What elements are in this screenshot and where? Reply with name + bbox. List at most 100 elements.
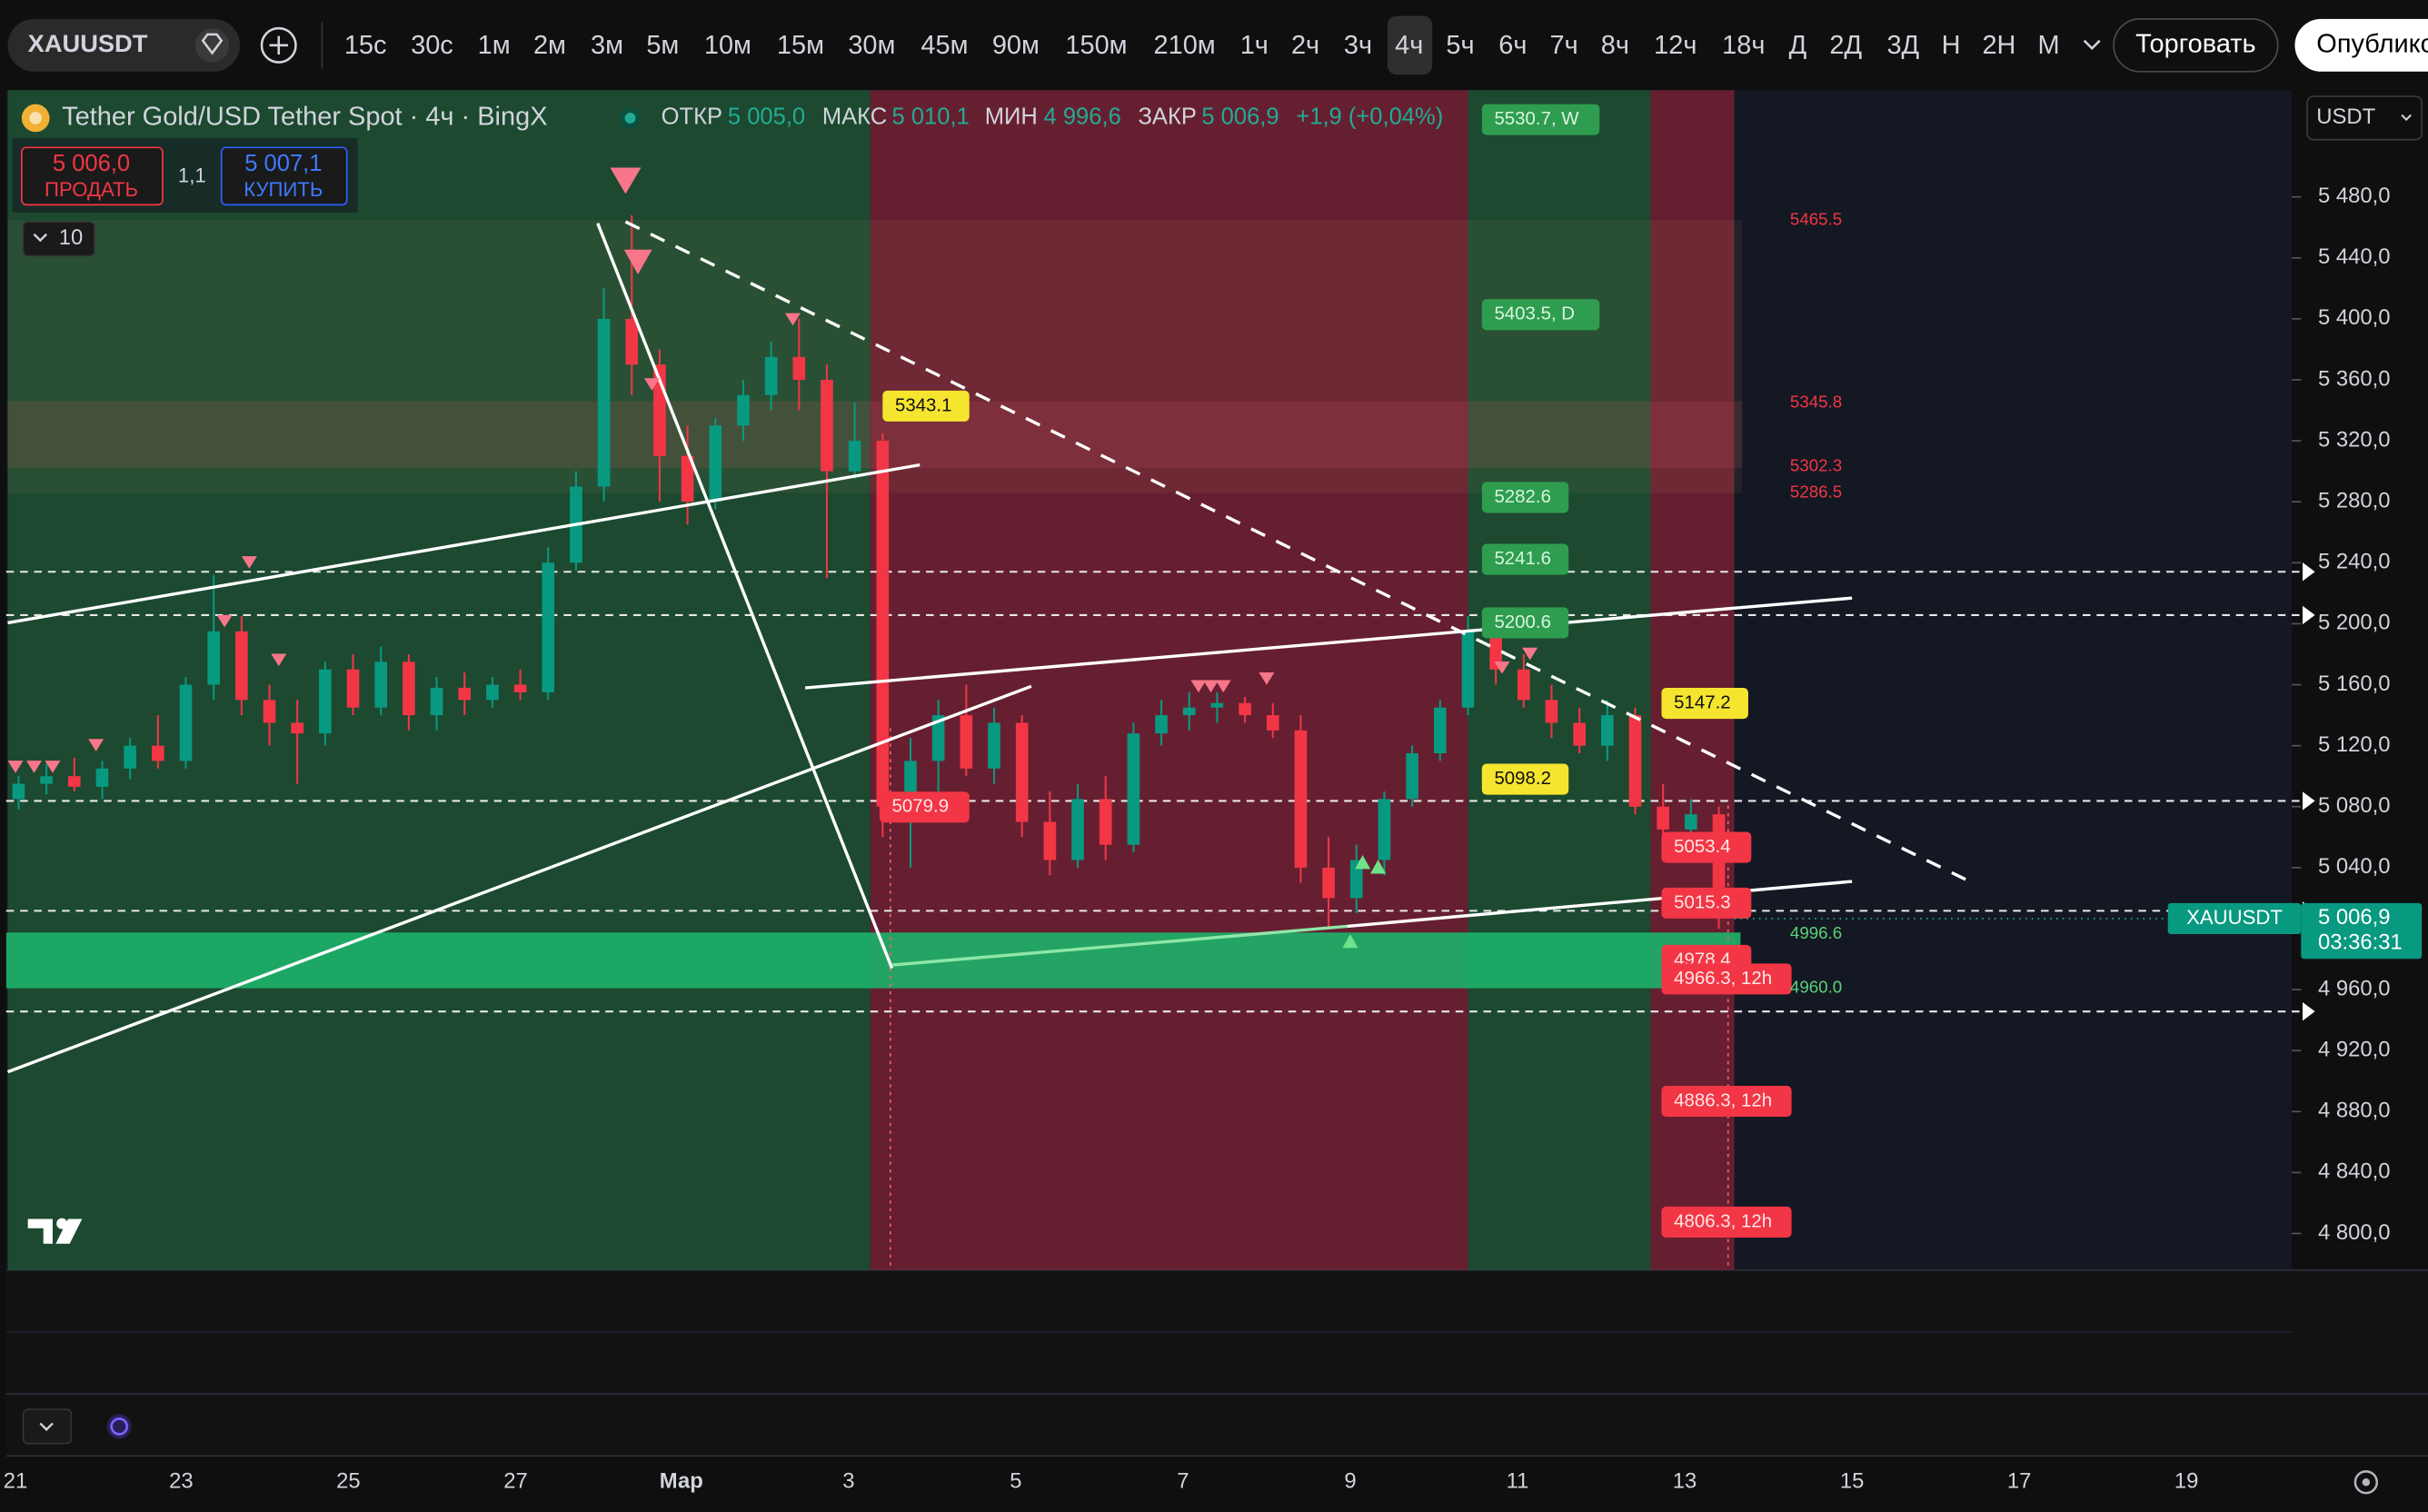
symbol[interactable]: XAUUSDT <box>28 29 148 57</box>
trade-button[interactable] <box>2113 18 2279 73</box>
trade-button-label[interactable]: Торговать <box>2135 29 2256 58</box>
sell-button[interactable] <box>21 146 164 206</box>
buy-price[interactable]: 5 007,1 <box>244 151 322 176</box>
candle-body <box>625 318 639 365</box>
sell-label[interactable]: ПРОДАТЬ <box>45 178 138 201</box>
trend-line <box>804 596 1853 690</box>
candle-body <box>1545 700 1558 723</box>
candle-body <box>960 715 973 769</box>
y-tick-label: 4 800,0 <box>2318 1220 2391 1245</box>
timeframe[interactable]: 2Н <box>1982 31 2015 60</box>
ohlc-value: 5 005,0 <box>728 104 805 130</box>
y-tick-label: 5 480,0 <box>2318 184 2391 208</box>
timeframe[interactable]: 18ч <box>1722 31 1765 60</box>
logo-dot <box>56 1218 68 1229</box>
candle-body <box>40 776 53 784</box>
currency[interactable]: USDT <box>2316 104 2375 129</box>
sell-signals <box>7 167 1538 773</box>
price-axis-pane <box>2292 90 2428 1270</box>
pane-toggle[interactable] <box>22 1408 73 1445</box>
timeframe[interactable]: 15с <box>344 31 387 60</box>
timeframe[interactable]: 30м <box>848 31 895 60</box>
lower-pane <box>5 1269 2428 1457</box>
timeframe[interactable]: М <box>2037 31 2059 60</box>
trend-line <box>596 223 894 970</box>
buy-label[interactable]: КУПИТЬ <box>244 178 323 201</box>
sell-signal <box>1203 680 1219 693</box>
timeframe[interactable]: 2Д <box>1829 31 1862 60</box>
candle-body <box>1573 722 1586 746</box>
candle-body <box>207 631 220 685</box>
timeframe[interactable]: 7ч <box>1550 31 1578 60</box>
sell-signal <box>1494 662 1510 674</box>
range-box <box>7 220 1743 493</box>
timeframe[interactable]: 15м <box>777 31 824 60</box>
timeframe[interactable]: 5ч <box>1446 31 1474 60</box>
yellow-tag-label: 5147.2 <box>1674 691 1731 712</box>
red-tag <box>1661 1206 1792 1238</box>
currency-select[interactable] <box>2306 95 2423 141</box>
timeframe[interactable]: 6ч <box>1498 31 1527 60</box>
level-label: 4960.0 <box>1790 978 1842 997</box>
timeframe[interactable]: Н <box>1942 31 1961 60</box>
timeframe[interactable]: 45м <box>920 31 968 60</box>
sell-signal <box>7 761 24 773</box>
buy-signal <box>1342 933 1358 949</box>
timeframe[interactable]: 1м <box>478 31 511 60</box>
x-tick-label: Мар <box>660 1469 703 1494</box>
timeframe-more[interactable] <box>2083 39 2101 51</box>
sell-signal <box>216 614 233 628</box>
symbol-search[interactable] <box>7 18 241 72</box>
timeframe[interactable]: 5м <box>646 31 679 60</box>
buy-signal <box>1355 855 1371 870</box>
timeframe[interactable]: 10м <box>704 31 751 60</box>
candle-body <box>486 684 499 701</box>
buy-button[interactable] <box>220 146 348 206</box>
candle-body <box>1628 715 1642 807</box>
timeframe[interactable]: 210м <box>1154 31 1216 60</box>
timeframe[interactable]: 12ч <box>1654 31 1697 60</box>
symbol-icon[interactable] <box>194 28 230 63</box>
candle-body <box>1155 715 1168 734</box>
y-tick-label: 5 160,0 <box>2318 671 2391 696</box>
indicator-count[interactable]: 10 <box>59 225 84 250</box>
candle-body <box>737 394 750 426</box>
add-symbol[interactable] <box>260 26 297 64</box>
timeframe[interactable]: 3ч <box>1344 31 1372 60</box>
timeframe[interactable]: 3м <box>591 31 623 60</box>
candle-body <box>235 631 248 701</box>
candle-body <box>403 662 415 716</box>
settings-icon[interactable] <box>2353 1470 2379 1495</box>
green-tag-label: 5241.6 <box>1494 548 1551 569</box>
y-tick-label: 5 400,0 <box>2318 305 2391 330</box>
x-tick-label: 7 <box>1177 1469 1189 1494</box>
sell-signal <box>784 313 801 326</box>
level-arrow <box>2302 605 2315 625</box>
timeframe[interactable]: Д <box>1789 31 1807 60</box>
red-tag-label: 5015.3 <box>1674 891 1731 912</box>
candle-body <box>1433 707 1447 754</box>
timeframe[interactable]: 4ч <box>1395 31 1423 60</box>
publish-button[interactable] <box>2294 18 2428 72</box>
green-tag <box>1481 543 1569 575</box>
sell-price[interactable]: 5 006,0 <box>53 151 130 176</box>
y-tick-label: 5 360,0 <box>2318 366 2391 391</box>
timeframe[interactable]: 8ч <box>1601 31 1629 60</box>
publish-button-label[interactable]: Опублико <box>2316 29 2428 58</box>
timeframe[interactable]: 3Д <box>1886 31 1919 60</box>
green-zone <box>7 90 871 1270</box>
indicator-toggle[interactable] <box>22 221 95 257</box>
candles <box>12 214 1726 929</box>
timeframe[interactable]: 1ч <box>1240 31 1269 60</box>
timeframe[interactable]: 2ч <box>1291 31 1319 60</box>
timeframe[interactable]: 30с <box>411 31 453 60</box>
timeframe[interactable]: 90м <box>992 31 1040 60</box>
x-tick-label: 9 <box>1344 1469 1356 1494</box>
timeframe[interactable]: 2м <box>533 31 566 60</box>
candle-body <box>988 722 1000 769</box>
timeframe[interactable]: 150м <box>1065 31 1127 60</box>
sell-signal <box>45 761 61 773</box>
